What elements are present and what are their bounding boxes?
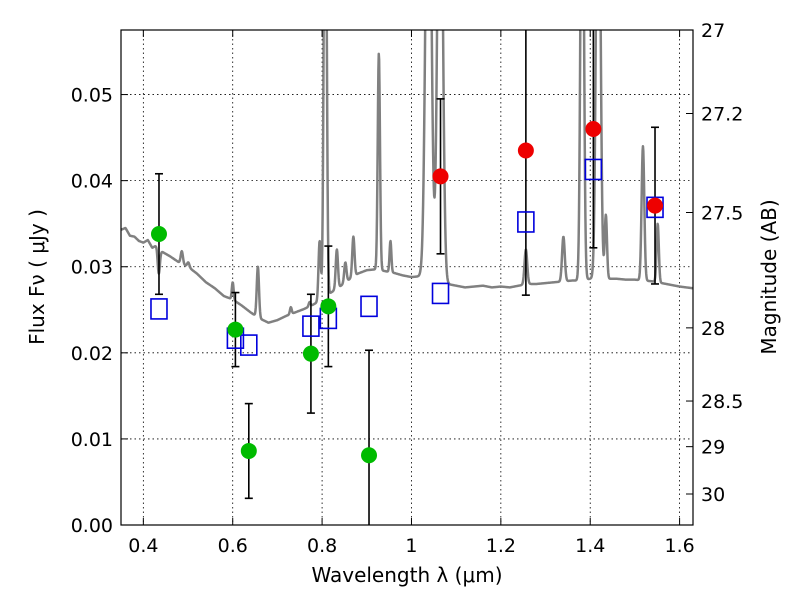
observed-point-red <box>432 168 449 185</box>
model-photometry-square <box>150 298 168 320</box>
observed-point-red <box>585 121 602 137</box>
observed-point-green <box>302 345 319 362</box>
x-tick-label: 1.4 <box>575 535 605 557</box>
y-tick-label: 0.03 <box>71 257 113 279</box>
x-tick-label: 0.4 <box>128 535 158 557</box>
y2-axis-title: Magnitude (AB) <box>757 199 781 354</box>
observed-point-red <box>517 142 534 159</box>
y-tick-label: 0.04 <box>71 171 113 193</box>
model-photometry-squares <box>150 158 664 356</box>
y-tick-label: 0.01 <box>71 429 113 451</box>
axis-ticks: 0.4 0.6 0.8 1 1.2 1.4 1.6 0.00 0.01 0.02 0.03 0.04 0… <box>71 20 744 557</box>
model-spectrum-line <box>121 30 693 324</box>
observed-point-green <box>320 298 337 315</box>
x-tick-label: 1.6 <box>664 535 694 557</box>
model-photometry-square <box>431 282 450 305</box>
plot-frame <box>120 29 694 526</box>
model-photometry-square <box>360 295 378 318</box>
model-photometry-square <box>646 196 664 219</box>
y2-tick-label: 27 <box>701 20 725 42</box>
y2-tick-label: 27.2 <box>701 104 743 126</box>
y2-tick-label: 27.5 <box>701 203 743 225</box>
y-tick-label: 0.02 <box>71 343 113 365</box>
x-axis-title: Wavelength λ (μm) <box>311 563 502 587</box>
observed-point-green <box>227 321 244 338</box>
x-tick-label: 1 <box>405 535 417 557</box>
y2-tick-label: 30 <box>701 484 725 506</box>
observed-point-green <box>361 447 378 464</box>
y2-tick-label: 29 <box>701 437 725 459</box>
x-tick-label: 0.6 <box>218 535 248 557</box>
observed-point-green <box>240 442 257 459</box>
observed-point-red <box>647 197 664 214</box>
model-photometry-square <box>302 315 320 337</box>
y-axis-title: Flux Fν ( μJy ) <box>25 209 49 345</box>
x-tick-label: 1.2 <box>486 535 516 557</box>
x-tick-label: 0.8 <box>307 535 337 557</box>
y2-tick-label: 28 <box>701 318 725 340</box>
model-photometry-square <box>517 211 535 233</box>
plot-contents <box>121 30 693 525</box>
model-photometry-square <box>240 334 258 356</box>
y-tick-label: 0.00 <box>71 515 113 537</box>
observed-points <box>150 121 664 464</box>
plot-area <box>121 30 693 525</box>
y2-tick-label: 28.5 <box>701 391 743 413</box>
y-tick-label: 0.05 <box>71 85 113 107</box>
observed-point-green <box>150 226 167 243</box>
model-photometry-square <box>584 158 603 181</box>
